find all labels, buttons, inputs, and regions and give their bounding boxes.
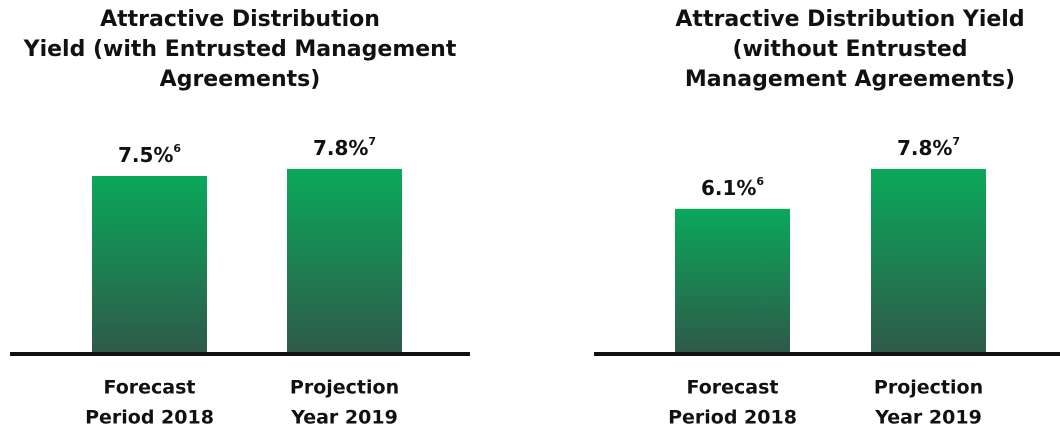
bar (92, 175, 207, 352)
x-tick-label: Projection (874, 377, 983, 399)
value-text: 7.5% (118, 142, 173, 166)
x-tick-label: Period 2018 (668, 407, 797, 429)
x-tick-label: Year 2019 (290, 407, 398, 429)
chart-title: Agreements) (160, 67, 321, 92)
value-label: 7.5%6 (118, 142, 181, 167)
chart-title: Management Agreements) (685, 67, 1015, 92)
footnote-mark: 7 (952, 135, 960, 148)
x-tick-label: Projection (290, 377, 399, 399)
chart-title: (without Entrusted (732, 37, 967, 62)
bar (675, 208, 790, 352)
x-tick-label: Period 2018 (85, 407, 214, 429)
x-tick-label: Forecast (104, 377, 196, 399)
footnote-mark: 6 (756, 175, 764, 188)
value-text: 7.8% (313, 135, 368, 159)
x-tick-label: Year 2019 (874, 407, 982, 429)
value-text: 7.8% (897, 135, 952, 159)
chart-title: Attractive Distribution Yield (675, 7, 1024, 32)
bar (287, 168, 402, 352)
x-tick-label: Forecast (687, 377, 779, 399)
value-label: 7.8%7 (313, 135, 376, 160)
footnote-mark: 6 (173, 142, 181, 155)
chart-title: Attractive Distribution (100, 7, 380, 32)
chart-title: Yield (with Entrusted Management (23, 37, 457, 62)
value-label: 6.1%6 (701, 175, 764, 200)
value-label: 7.8%7 (897, 135, 960, 160)
value-text: 6.1% (701, 175, 756, 199)
bar (871, 168, 986, 352)
footnote-mark: 7 (368, 135, 376, 148)
